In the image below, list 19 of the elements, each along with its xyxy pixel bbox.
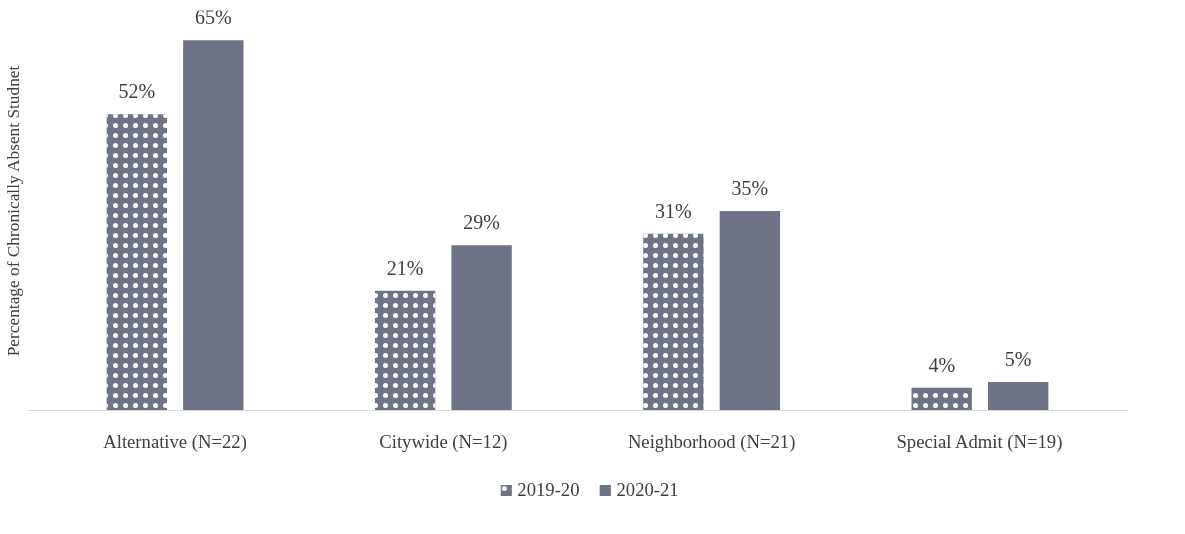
y-axis-title: Percentage of Chronically Absent Studnet <box>3 65 23 357</box>
data-label: 29% <box>463 211 500 234</box>
legend-label: 2020-21 <box>616 479 679 501</box>
x-tick-label: Neighborhood (N=21) <box>627 430 796 453</box>
data-label: 5% <box>1004 348 1032 371</box>
legend-label: 2019-20 <box>517 479 580 501</box>
bar <box>987 382 1049 411</box>
data-label: 35% <box>731 177 769 200</box>
data-label: 4% <box>928 353 956 376</box>
data-label: 31% <box>655 199 692 222</box>
x-tick-label: Special Admit (N=19) <box>896 430 1063 453</box>
data-label: 52% <box>118 80 156 103</box>
x-tick-label: Alternative (N=22) <box>103 430 247 453</box>
data-label: 21% <box>386 256 424 279</box>
data-label: 65% <box>194 6 232 29</box>
bar <box>451 245 512 411</box>
bar <box>719 211 781 411</box>
bar <box>183 40 244 411</box>
x-tick-label: Citywide (N=12) <box>379 430 508 453</box>
